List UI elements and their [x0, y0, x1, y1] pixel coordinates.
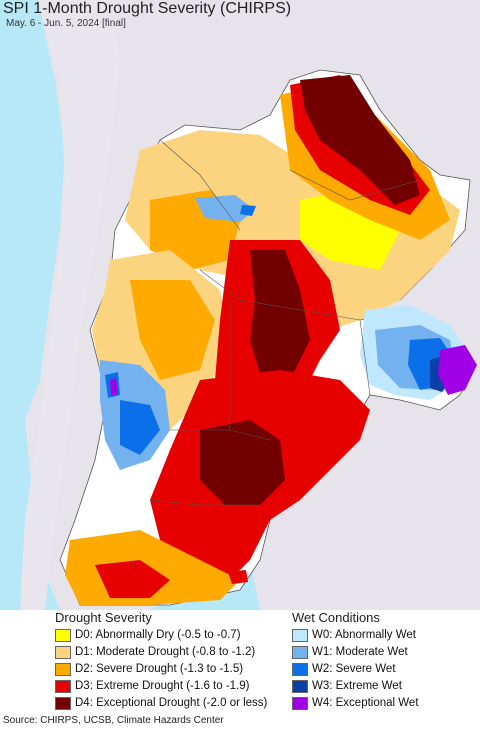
drought-legend-heading: Drought Severity: [55, 610, 152, 625]
swatch-d0: [55, 628, 71, 642]
swatch-d3: [55, 679, 71, 693]
swatch-w4: [292, 696, 308, 710]
legend-item-w2: W2: Severe Wet: [292, 661, 396, 677]
legend-label-w3: W3: Extreme Wet: [312, 680, 402, 692]
legend-item-w0: W0: Abnormally Wet: [292, 627, 416, 643]
legend-item-d4: D4: Exceptional Drought (-2.0 or less): [55, 695, 267, 711]
swatch-d2: [55, 662, 71, 676]
source-credit: Source: CHIRPS, UCSB, Climate Hazards Ce…: [3, 715, 224, 726]
legend-label-d2: D2: Severe Drought (-1.3 to -1.5): [75, 663, 244, 675]
province-borders: [149, 139, 421, 506]
chile-strip: [20, 0, 120, 610]
map-subtitle: May. 6 - Jun. 5, 2024 [final]: [6, 18, 126, 29]
map-title: SPI 1-Month Drought Severity (CHIRPS): [3, 0, 292, 17]
legend-item-d3: D3: Extreme Drought (-1.6 to -1.9): [55, 678, 249, 694]
swatch-w3: [292, 679, 308, 693]
legend-item-d2: D2: Severe Drought (-1.3 to -1.5): [55, 661, 243, 677]
severity-patches: [65, 75, 477, 605]
legend-label-w2: W2: Severe Wet: [312, 663, 396, 675]
legend-label-d3: D3: Extreme Drought (-1.6 to -1.9): [75, 680, 250, 692]
swatch-d1: [55, 645, 71, 659]
legend: Drought Severity Wet Conditions D0: Abno…: [0, 610, 480, 714]
legend-item-w4: W4: Exceptional Wet: [292, 695, 419, 711]
legend-item-d0: D0: Abnormally Dry (-0.5 to -0.7): [55, 627, 241, 643]
legend-item-w3: W3: Extreme Wet: [292, 678, 402, 694]
swatch-w2: [292, 662, 308, 676]
legend-label-w4: W4: Exceptional Wet: [312, 697, 419, 709]
legend-item-w1: W1: Moderate Wet: [292, 644, 408, 660]
swatch-d4: [55, 696, 71, 710]
legend-label-w0: W0: Abnormally Wet: [312, 629, 416, 641]
swatch-w1: [292, 645, 308, 659]
swatch-w0: [292, 628, 308, 642]
wet-legend-heading: Wet Conditions: [292, 610, 380, 625]
legend-label-d4: D4: Exceptional Drought (-2.0 or less): [75, 697, 268, 709]
legend-label-w1: W1: Moderate Wet: [312, 646, 408, 658]
legend-item-d1: D1: Moderate Drought (-0.8 to -1.2): [55, 644, 255, 660]
legend-label-d0: D0: Abnormally Dry (-0.5 to -0.7): [75, 629, 241, 641]
drought-map: [0, 0, 480, 610]
legend-label-d1: D1: Moderate Drought (-0.8 to -1.2): [75, 646, 256, 658]
